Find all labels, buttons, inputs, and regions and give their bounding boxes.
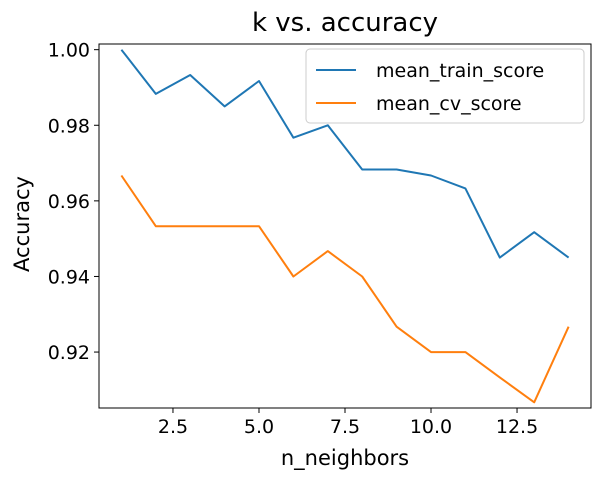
y-tick-label: 1.00 — [48, 40, 90, 62]
y-tick-label: 0.96 — [48, 191, 90, 213]
legend-label-mean_cv_score: mean_cv_score — [376, 93, 522, 115]
plot-area — [120, 49, 570, 404]
x-tick-label: 5.0 — [244, 416, 274, 438]
y-tick-label: 0.94 — [48, 266, 90, 288]
axes: 2.5 5.0 7.5 10.0 12.5 0.92 0.94 0.96 0.98 1.00 — [48, 40, 592, 438]
legend-box — [305, 48, 585, 124]
x-tick-label: 12.5 — [496, 416, 538, 438]
series-line-mean_cv_score — [120, 174, 570, 404]
y-tick-label: 0.98 — [48, 115, 90, 137]
x-tick-label: 10.0 — [410, 416, 452, 438]
series-line-mean_train_score — [120, 49, 570, 259]
x-tick-label: 2.5 — [158, 416, 188, 438]
y-tick-label: 0.92 — [48, 342, 90, 364]
chart-title: k vs. accuracy — [252, 8, 438, 38]
legend-label-mean_train_score: mean_train_score — [376, 60, 544, 82]
x-tick-label: 7.5 — [330, 416, 360, 438]
y-axis-label: Accuracy — [10, 176, 34, 272]
x-axis-label: n_neighbors — [281, 446, 409, 471]
legend: mean_train_score mean_cv_score — [305, 48, 585, 124]
